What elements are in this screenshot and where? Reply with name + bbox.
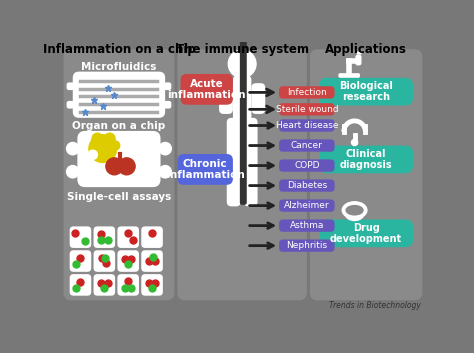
Circle shape — [159, 166, 171, 178]
FancyBboxPatch shape — [319, 78, 413, 106]
FancyBboxPatch shape — [93, 274, 115, 296]
Text: COPD: COPD — [294, 161, 319, 170]
FancyBboxPatch shape — [279, 86, 335, 98]
Text: The immune system: The immune system — [176, 43, 309, 56]
FancyBboxPatch shape — [73, 72, 165, 118]
FancyBboxPatch shape — [244, 118, 257, 207]
FancyBboxPatch shape — [164, 82, 171, 90]
FancyBboxPatch shape — [279, 103, 335, 115]
Circle shape — [104, 133, 115, 144]
Ellipse shape — [346, 205, 363, 215]
FancyBboxPatch shape — [118, 274, 139, 296]
FancyBboxPatch shape — [64, 49, 174, 300]
FancyBboxPatch shape — [77, 131, 161, 187]
Text: Single-cell assays: Single-cell assays — [67, 192, 171, 202]
Text: Chronic
Inflammation: Chronic Inflammation — [166, 158, 245, 180]
Circle shape — [90, 142, 99, 151]
FancyBboxPatch shape — [233, 76, 251, 122]
FancyBboxPatch shape — [70, 250, 91, 272]
FancyBboxPatch shape — [66, 101, 74, 109]
FancyBboxPatch shape — [279, 199, 335, 212]
Text: Alzheimer: Alzheimer — [284, 201, 329, 210]
Circle shape — [106, 158, 123, 175]
FancyBboxPatch shape — [279, 160, 335, 172]
Circle shape — [92, 133, 103, 144]
Text: Acute
inflammation: Acute inflammation — [167, 78, 246, 100]
FancyBboxPatch shape — [141, 274, 163, 296]
FancyBboxPatch shape — [177, 154, 233, 185]
FancyBboxPatch shape — [319, 145, 413, 173]
Text: Microfluidics: Microfluidics — [81, 62, 156, 72]
FancyBboxPatch shape — [279, 139, 335, 152]
FancyBboxPatch shape — [164, 101, 171, 109]
Circle shape — [159, 143, 171, 155]
FancyBboxPatch shape — [70, 226, 91, 248]
Ellipse shape — [342, 202, 367, 219]
Circle shape — [66, 143, 79, 155]
FancyBboxPatch shape — [118, 250, 139, 272]
Text: Inflammation on a chip: Inflammation on a chip — [43, 43, 195, 56]
Text: Organ on a chip: Organ on a chip — [73, 121, 165, 131]
FancyBboxPatch shape — [251, 83, 265, 114]
Circle shape — [66, 166, 79, 178]
FancyBboxPatch shape — [93, 226, 115, 248]
Circle shape — [352, 139, 358, 145]
Circle shape — [118, 158, 135, 175]
Text: Applications: Applications — [325, 43, 407, 56]
Circle shape — [110, 141, 120, 150]
Circle shape — [89, 135, 117, 162]
Text: Sterile wound: Sterile wound — [275, 105, 338, 114]
Circle shape — [228, 50, 256, 78]
FancyBboxPatch shape — [279, 179, 335, 192]
Circle shape — [88, 150, 97, 160]
Text: Trends in Biotechnology: Trends in Biotechnology — [329, 300, 421, 310]
FancyBboxPatch shape — [240, 35, 247, 205]
Text: Biological
research: Biological research — [339, 81, 393, 102]
FancyBboxPatch shape — [118, 226, 139, 248]
FancyBboxPatch shape — [181, 74, 233, 105]
FancyBboxPatch shape — [357, 52, 362, 55]
FancyBboxPatch shape — [227, 118, 241, 207]
Text: Heart disease: Heart disease — [275, 121, 338, 130]
Text: Cancer: Cancer — [291, 141, 323, 150]
Text: Clinical
diagnosis: Clinical diagnosis — [340, 149, 392, 170]
FancyBboxPatch shape — [356, 55, 362, 65]
FancyBboxPatch shape — [338, 73, 360, 78]
FancyBboxPatch shape — [141, 250, 163, 272]
FancyBboxPatch shape — [279, 119, 335, 132]
FancyBboxPatch shape — [310, 49, 422, 300]
Text: Drug
development: Drug development — [330, 222, 402, 244]
FancyBboxPatch shape — [66, 82, 74, 90]
FancyBboxPatch shape — [279, 220, 335, 232]
FancyBboxPatch shape — [141, 226, 163, 248]
FancyBboxPatch shape — [279, 239, 335, 252]
Text: Diabetes: Diabetes — [287, 181, 327, 190]
Text: Nephritis: Nephritis — [286, 241, 328, 250]
Text: Infection: Infection — [287, 88, 327, 97]
FancyBboxPatch shape — [93, 250, 115, 272]
FancyBboxPatch shape — [70, 274, 91, 296]
FancyBboxPatch shape — [319, 220, 413, 247]
FancyBboxPatch shape — [219, 83, 233, 114]
FancyBboxPatch shape — [177, 49, 307, 300]
Text: Asthma: Asthma — [290, 221, 324, 230]
